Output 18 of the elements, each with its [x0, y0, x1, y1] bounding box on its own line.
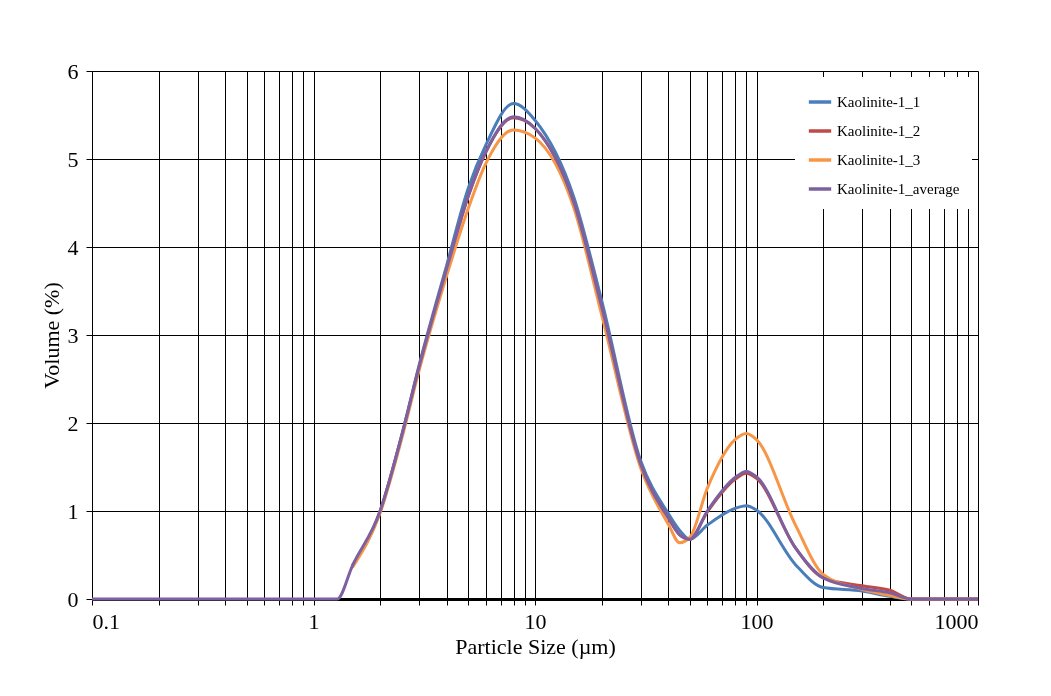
legend-label: Kaolinite-1_2 [837, 123, 921, 139]
x-tick-label: 1 [308, 608, 320, 634]
x-tick-label: 1000 [934, 608, 979, 634]
x-tick-label: 100 [740, 608, 774, 634]
x-tick-label: 0.1 [92, 608, 120, 634]
y-tick-label: 1 [67, 498, 79, 524]
y-tick-label: 4 [67, 234, 79, 260]
y-axis-title: Volume (%) [38, 282, 64, 389]
y-tick-label: 2 [67, 410, 79, 436]
y-tick-label: 3 [67, 322, 79, 348]
x-axis-title: Particle Size (µm) [455, 633, 616, 659]
y-tick-label: 5 [67, 146, 79, 172]
legend-label: Kaolinite-1_1 [837, 94, 921, 110]
x-tick-label: 10 [524, 608, 547, 634]
y-tick-label: 0 [67, 586, 79, 612]
legend-label: Kaolinite-1_3 [837, 152, 921, 168]
legend-label: Kaolinite-1_average [837, 181, 960, 197]
y-tick-label: 6 [67, 58, 79, 84]
